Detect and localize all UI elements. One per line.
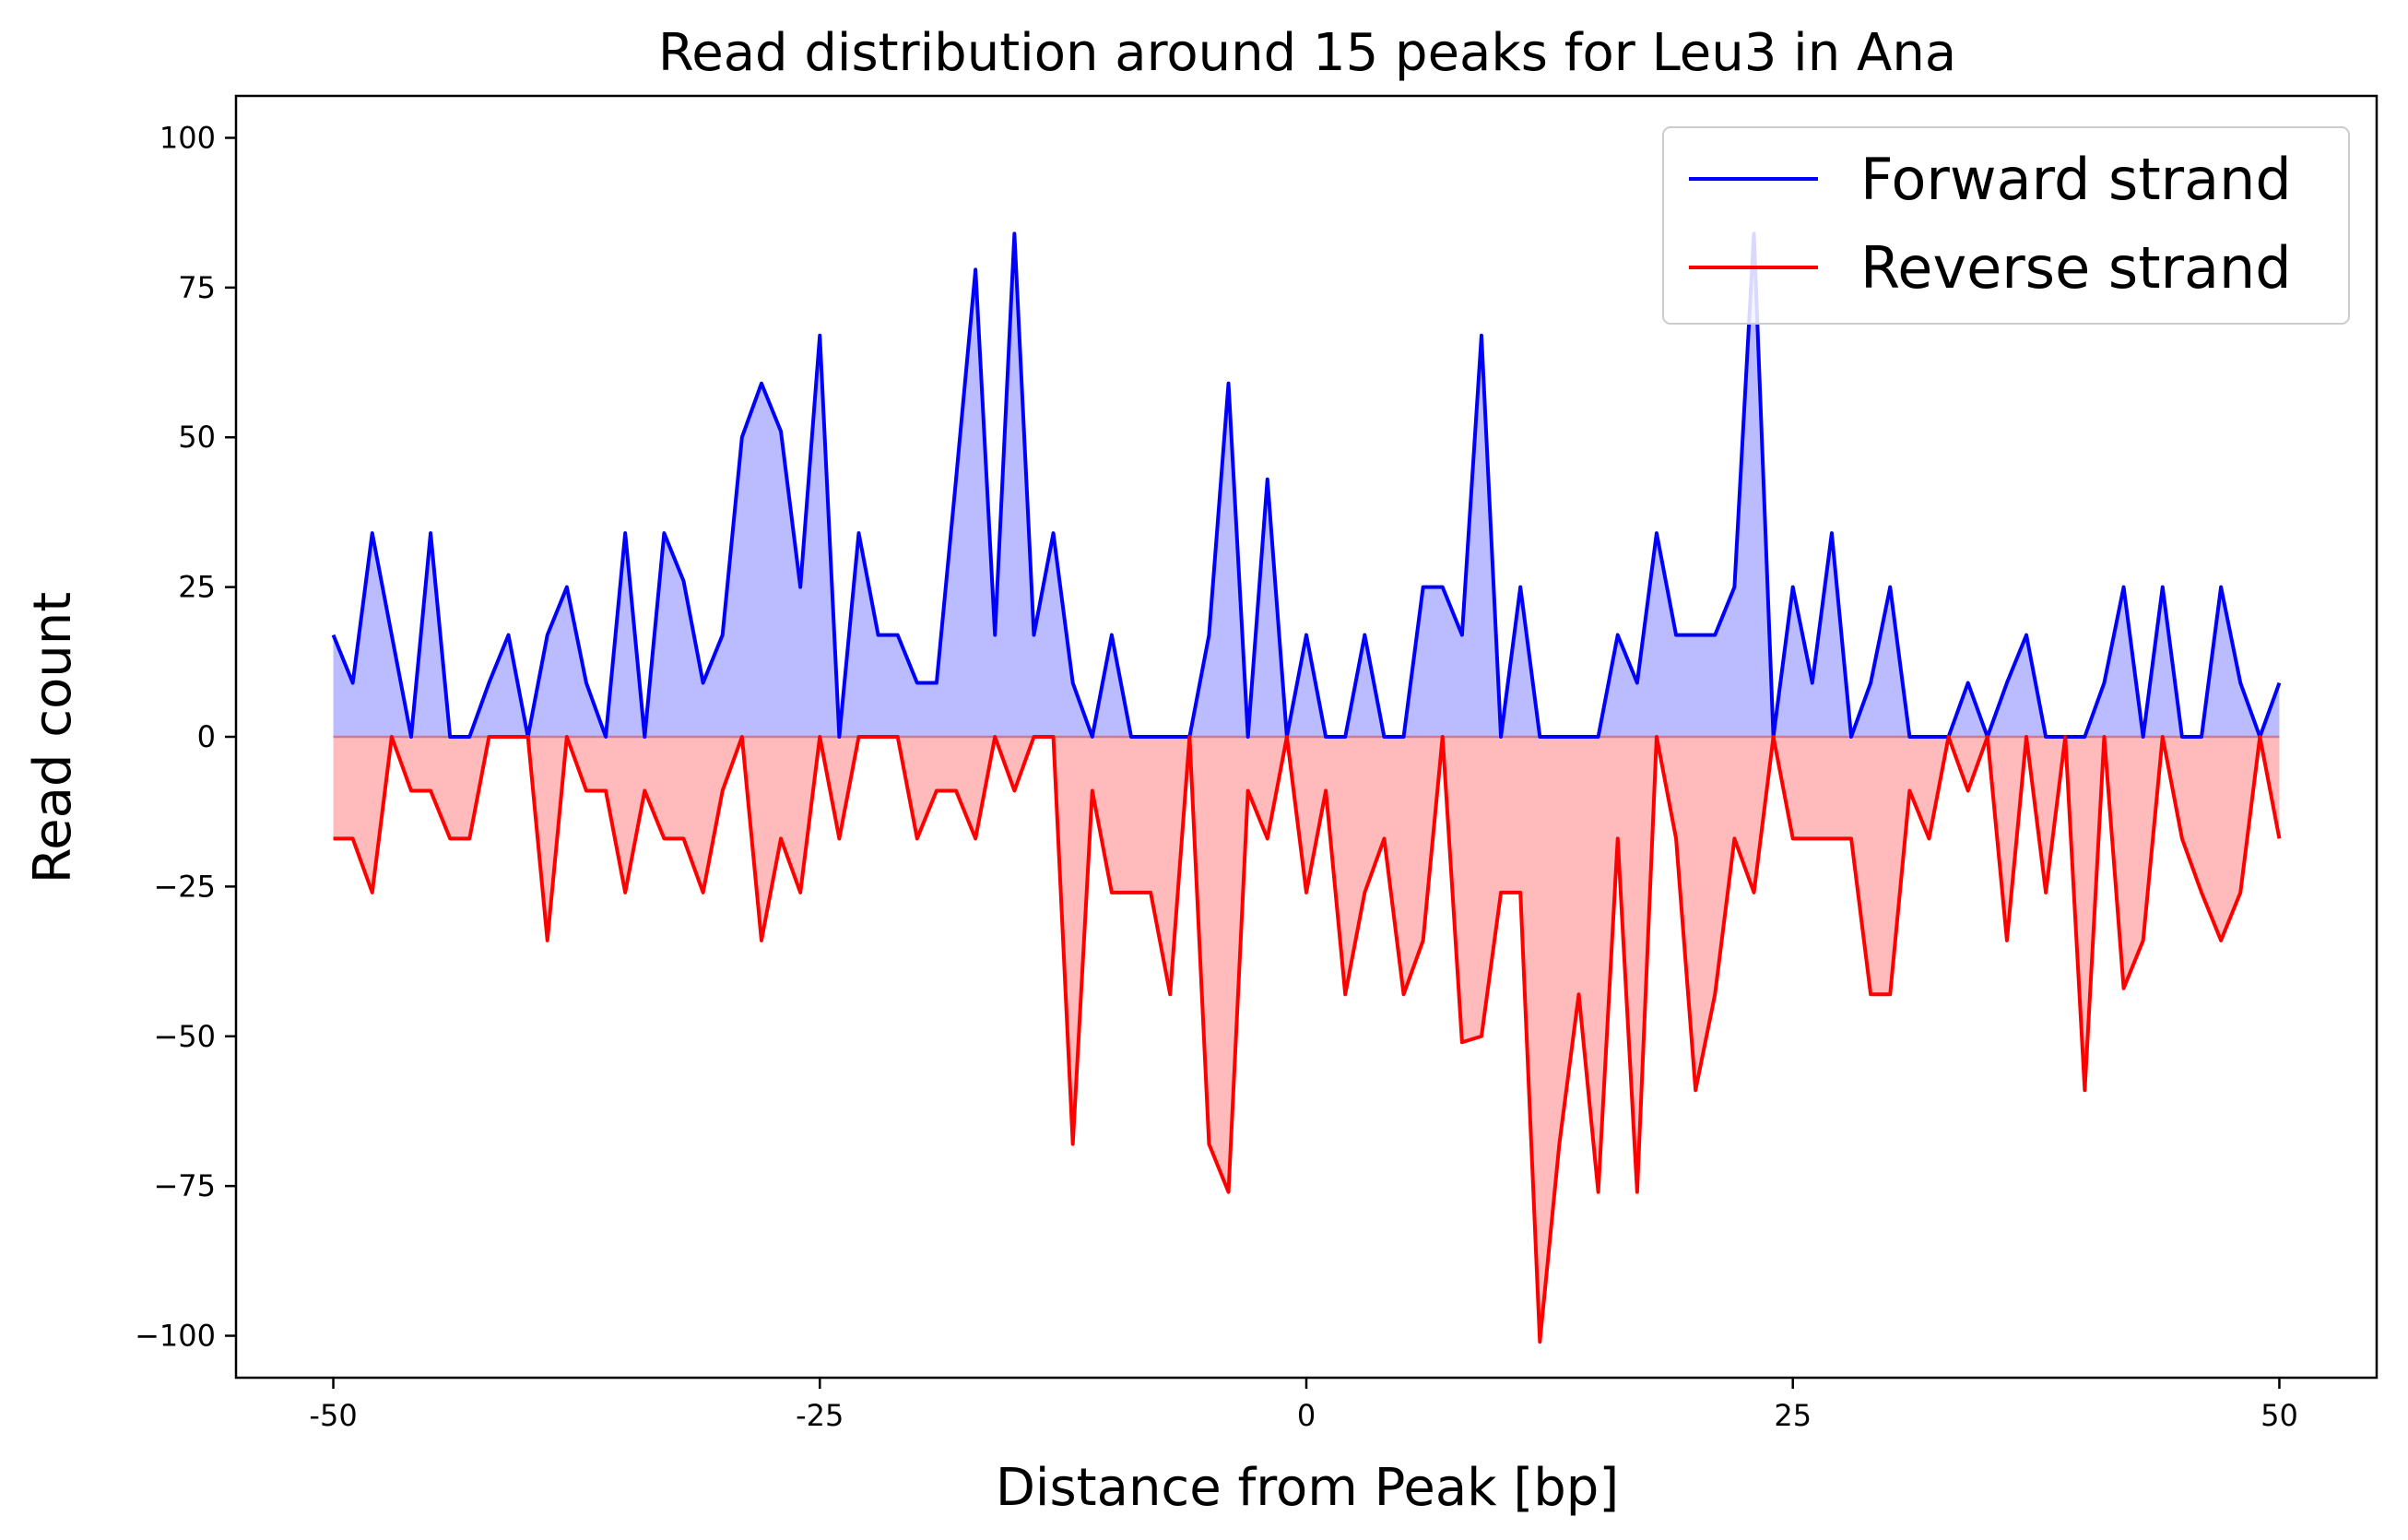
- y-tick-label: 0: [197, 719, 216, 754]
- y-tick-label: 75: [178, 270, 216, 305]
- y-tick-label: 25: [178, 570, 216, 605]
- series-0-line: [331, 231, 2282, 739]
- x-tick-label: 0: [1297, 1398, 1316, 1433]
- y-tick-label: −75: [153, 1168, 216, 1203]
- x-tick-label: 25: [1774, 1398, 1812, 1433]
- y-tick-label: 100: [159, 120, 216, 155]
- x-axis: -50 -25 0 25 50: [309, 1378, 2298, 1433]
- y-axis-label: Read count: [23, 592, 83, 884]
- y-tick-label: −25: [153, 869, 216, 904]
- x-tick-label: 50: [2260, 1398, 2298, 1433]
- x-axis-label: Distance from Peak [bp]: [996, 1458, 1619, 1518]
- plot-area: [331, 231, 2282, 1345]
- y-tick-label: 50: [178, 420, 216, 455]
- series-1-area: [333, 737, 2280, 1343]
- chart-title: Read distribution around 15 peaks for Le…: [658, 23, 1956, 83]
- y-axis: −100 −75 −50 −25 0 25 50 75 100: [135, 120, 236, 1354]
- y-tick-label: −100: [135, 1319, 216, 1354]
- legend-box: [1662, 126, 2350, 325]
- legend-label-reverse: Reverse strand: [1860, 234, 2292, 302]
- legend: Forward strand Reverse strand: [1662, 126, 2350, 325]
- y-tick-label: −50: [153, 1019, 216, 1054]
- legend-label-forward: Forward strand: [1860, 146, 2292, 213]
- x-tick-label: -25: [796, 1398, 844, 1433]
- series-1-line: [333, 735, 2282, 1345]
- x-tick-label: -50: [309, 1398, 357, 1433]
